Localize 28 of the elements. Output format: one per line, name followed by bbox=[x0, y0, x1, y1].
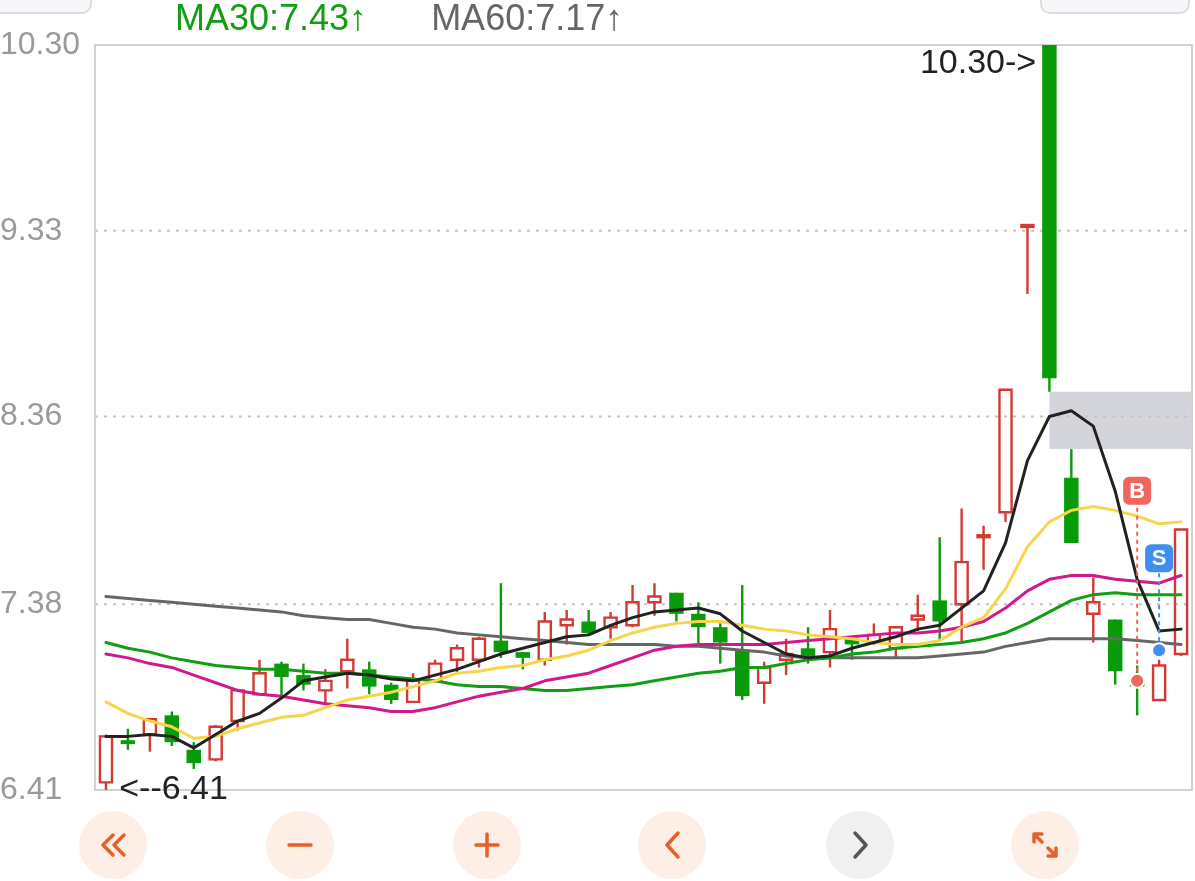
annotation: <--6.41 bbox=[119, 768, 228, 807]
candlestick bbox=[120, 727, 136, 751]
data-label: S bbox=[1151, 545, 1167, 571]
candlestick bbox=[756, 660, 772, 706]
candlestick bbox=[822, 608, 838, 669]
candlestick bbox=[1020, 223, 1035, 296]
candlestick bbox=[800, 626, 816, 665]
text: MA30:7.43↑ bbox=[175, 0, 368, 38]
candlestick bbox=[1086, 576, 1101, 644]
text: MA60:7.17↑ bbox=[431, 0, 624, 38]
candlestick bbox=[647, 581, 662, 617]
candlestick bbox=[603, 610, 618, 640]
annotation: 10.30-> bbox=[919, 42, 1037, 81]
candlestick bbox=[976, 524, 991, 571]
candlestick bbox=[493, 581, 509, 660]
candlestick bbox=[340, 637, 355, 690]
candlestick bbox=[713, 622, 728, 665]
data-label: B bbox=[1129, 477, 1146, 503]
y-tick-label: 9.33 bbox=[0, 210, 63, 247]
candlestick bbox=[932, 536, 947, 642]
y-tick-label: 8.36 bbox=[0, 396, 63, 433]
y-tick-label: 6.41 bbox=[0, 769, 63, 806]
y-tick-label: 10.30 bbox=[0, 24, 81, 61]
y-tick-label: 7.38 bbox=[0, 584, 63, 621]
candlestick bbox=[625, 583, 640, 629]
candlestick bbox=[954, 507, 969, 644]
candlestick bbox=[998, 388, 1013, 524]
candlestick bbox=[186, 740, 201, 771]
